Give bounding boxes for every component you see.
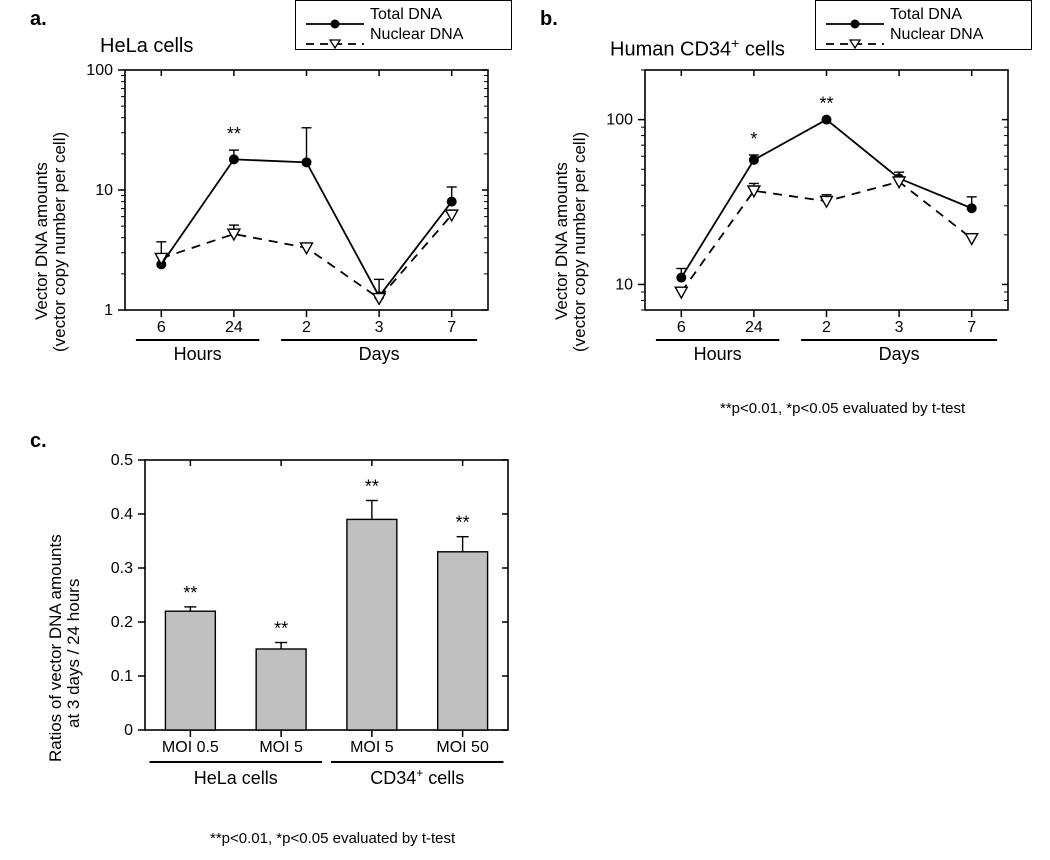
svg-text:2: 2 (302, 319, 311, 336)
svg-text:MOI 5: MOI 5 (350, 739, 394, 756)
svg-text:0.5: 0.5 (111, 452, 133, 469)
svg-text:CD34+ cells: CD34+ cells (370, 766, 464, 788)
svg-text:24: 24 (225, 319, 243, 336)
panel-a-ylabel2: (vector copy number per cell) (50, 132, 70, 352)
svg-text:0.4: 0.4 (111, 506, 133, 523)
svg-text:0.2: 0.2 (111, 614, 133, 631)
panel-b-ylabel1: Vector DNA amounts (552, 162, 572, 320)
svg-text:3: 3 (895, 319, 904, 336)
svg-text:*: * (750, 129, 757, 149)
svg-text:**: ** (456, 513, 470, 533)
panel-b-label: b. (540, 8, 558, 31)
legend-row: Total DNA (826, 5, 1021, 25)
svg-text:7: 7 (447, 319, 456, 336)
svg-text:0.3: 0.3 (111, 560, 133, 577)
svg-text:2: 2 (822, 319, 831, 336)
legend-line-total (826, 14, 884, 16)
figure: a. HeLa cells Total DNA Nuclear DNA 1 (0, 0, 1050, 860)
svg-text:Days: Days (359, 344, 400, 364)
panel-c-ylabel2: at 3 days / 24 hours (64, 579, 84, 728)
legend-label-nuclear: Nuclear DNA (890, 26, 983, 44)
legend-row: Total DNA (306, 5, 501, 25)
svg-text:24: 24 (745, 319, 763, 336)
panel-c-label: c. (30, 430, 47, 453)
panel-a-plot: 110100624237HoursDays** Vector DNA amoun… (70, 60, 500, 380)
panel-b-legend: Total DNA Nuclear DNA (815, 0, 1032, 50)
svg-text:**: ** (274, 619, 288, 639)
svg-text:100: 100 (86, 62, 113, 79)
panel-c-svg: 0 0.1 0.2 0.3 0.4 0.5 ** MOI 0.5 ** MOI 5 ** MOI 5 *… (90, 450, 520, 820)
svg-text:3: 3 (375, 319, 384, 336)
panel-a-legend: Total DNA Nuclear DNA (295, 0, 512, 50)
panel-a-svg: 1 10 100 6 24 2 3 7 Hours Days ** (70, 60, 500, 380)
panel-b-plot: 10100624237HoursDays*** Vector DNA amoun… (590, 60, 1020, 380)
panel-a-title: HeLa cells (100, 35, 193, 58)
panel-c-plot: 0 0.1 0.2 0.3 0.4 0.5 ** MOI 0.5 ** MOI 5 ** MOI 5 *… (90, 450, 520, 820)
svg-text:Days: Days (879, 344, 920, 364)
legend-line-nuclear (826, 34, 884, 36)
svg-text:0.1: 0.1 (111, 668, 133, 685)
panel-a-label: a. (30, 8, 47, 31)
panel-c-footnote: **p<0.01, *p<0.05 evaluated by t-test (210, 830, 455, 847)
svg-text:0: 0 (124, 722, 133, 739)
legend-line-total (306, 14, 364, 16)
svg-text:Hours: Hours (694, 344, 742, 364)
svg-text:10: 10 (615, 276, 633, 293)
svg-text:**: ** (819, 94, 833, 114)
panel-c-ylabel1: Ratios of vector DNA amounts (46, 534, 66, 762)
legend-label-total: Total DNA (890, 6, 962, 24)
legend-label-total: Total DNA (370, 6, 442, 24)
panel-b-footnote: **p<0.01, *p<0.05 evaluated by t-test (720, 400, 965, 417)
svg-text:6: 6 (677, 319, 686, 336)
panel-b-title: Human CD34+ cells (610, 35, 785, 62)
svg-text:**: ** (365, 477, 379, 497)
panel-b-svg: 10100624237HoursDays*** (590, 60, 1020, 380)
svg-text:6: 6 (157, 319, 166, 336)
svg-text:MOI 50: MOI 50 (436, 739, 489, 756)
svg-text:7: 7 (967, 319, 976, 336)
svg-text:HeLa cells: HeLa cells (194, 768, 278, 788)
legend-label-nuclear: Nuclear DNA (370, 26, 463, 44)
legend-line-nuclear (306, 34, 364, 36)
panel-b-ylabel2: (vector copy number per cell) (570, 132, 590, 352)
svg-text:**: ** (183, 583, 197, 603)
svg-text:10: 10 (95, 182, 113, 199)
svg-text:MOI 0.5: MOI 0.5 (162, 739, 219, 756)
svg-text:1: 1 (104, 302, 113, 319)
svg-text:MOI 5: MOI 5 (259, 739, 303, 756)
svg-text:**: ** (227, 124, 241, 144)
panel-a-ylabel1: Vector DNA amounts (32, 162, 52, 320)
svg-text:100: 100 (606, 112, 633, 129)
svg-text:Hours: Hours (174, 344, 222, 364)
